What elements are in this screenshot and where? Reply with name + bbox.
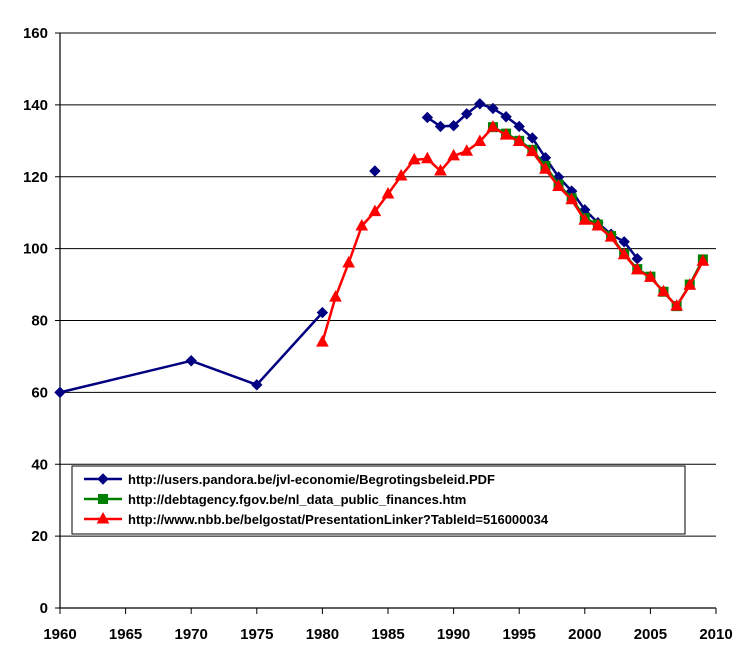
series-line — [59, 311, 324, 394]
legend-marker — [97, 473, 109, 485]
y-tick-label: 40 — [31, 456, 48, 473]
data-point — [499, 128, 513, 140]
x-tick-label: 1985 — [371, 626, 404, 643]
x-tick-label: 2010 — [699, 626, 732, 643]
legend-marker — [96, 511, 110, 524]
legend-entry: http://debtagency.fgov.be/nl_data_public… — [128, 492, 466, 507]
x-tick-label: 1970 — [175, 626, 208, 643]
y-tick-label: 120 — [23, 169, 48, 186]
x-tick-labels: 1960 1965 1970 1975 1980 1985 1990 1995 2000 2005… — [43, 626, 732, 643]
data-point — [381, 186, 395, 199]
series-line — [426, 102, 639, 260]
legend-entry: http://users.pandora.be/jvl-economie/Beg… — [128, 472, 495, 487]
data-point — [316, 306, 329, 319]
data-point — [473, 134, 487, 147]
data-point — [434, 120, 447, 133]
grid-lines — [60, 32, 716, 537]
y-tick-label: 20 — [31, 528, 48, 545]
data-point — [407, 152, 421, 165]
y-tick-label: 140 — [23, 97, 48, 114]
y-tick-labels: 0 20 40 60 80 100 120 140 160 — [23, 25, 48, 617]
data-point — [500, 111, 512, 123]
data-point — [342, 255, 355, 268]
data-point — [447, 120, 460, 132]
data-point — [591, 218, 605, 231]
x-tick-label: 1990 — [437, 626, 470, 643]
series-line — [321, 125, 704, 343]
x-tick-label: 1965 — [109, 626, 142, 643]
data-point — [578, 213, 592, 225]
x-tick-label: 1980 — [306, 626, 339, 643]
legend-entry: http://www.nbb.be/belgostat/Presentation… — [128, 512, 549, 527]
legend-marker — [98, 494, 108, 504]
data-point — [368, 204, 382, 217]
x-tick-label: 1975 — [240, 626, 273, 643]
series-1 — [54, 98, 643, 399]
data-point — [526, 132, 539, 144]
x-tick-label: 2000 — [568, 626, 601, 643]
data-point — [670, 299, 683, 311]
data-point — [329, 290, 342, 302]
data-point — [512, 134, 526, 147]
data-point — [251, 379, 263, 391]
data-point — [486, 120, 500, 132]
legend: http://users.pandora.be/jvl-economie/Beg… — [71, 465, 686, 535]
data-point — [434, 163, 447, 176]
data-point — [421, 151, 434, 164]
data-point — [461, 108, 473, 120]
data-point — [604, 230, 618, 242]
data-point — [460, 144, 474, 156]
data-point — [185, 355, 197, 367]
series-3 — [316, 120, 710, 347]
data-point — [487, 102, 499, 115]
data-point — [394, 168, 408, 181]
y-tick-label: 160 — [23, 25, 48, 42]
data-point — [657, 284, 670, 297]
x-tick-label: 1960 — [43, 626, 76, 643]
data-point — [565, 192, 579, 205]
data-point — [525, 144, 539, 157]
data-point — [539, 162, 552, 174]
data-point — [316, 335, 329, 347]
series-line — [492, 126, 705, 308]
data-point — [513, 120, 525, 133]
y-tick-label: 80 — [31, 313, 48, 330]
legend-box — [71, 465, 686, 535]
data-point — [474, 98, 486, 110]
data-point — [617, 247, 631, 260]
data-point — [696, 254, 710, 266]
data-point — [355, 218, 369, 231]
data-point — [54, 386, 66, 399]
data-series — [54, 98, 710, 399]
data-point — [683, 278, 697, 290]
series-2 — [487, 122, 708, 312]
data-point — [447, 148, 460, 161]
y-tick-label: 100 — [23, 241, 48, 258]
data-point — [421, 111, 434, 124]
data-point — [644, 270, 657, 282]
x-tick-label: 1995 — [503, 626, 536, 643]
data-point — [618, 236, 630, 248]
data-point — [369, 165, 381, 177]
data-point — [630, 262, 644, 275]
data-point — [552, 179, 565, 191]
x-tick-label: 2005 — [634, 626, 667, 643]
y-tick-label: 0 — [40, 600, 48, 617]
y-tick-label: 60 — [31, 384, 48, 401]
